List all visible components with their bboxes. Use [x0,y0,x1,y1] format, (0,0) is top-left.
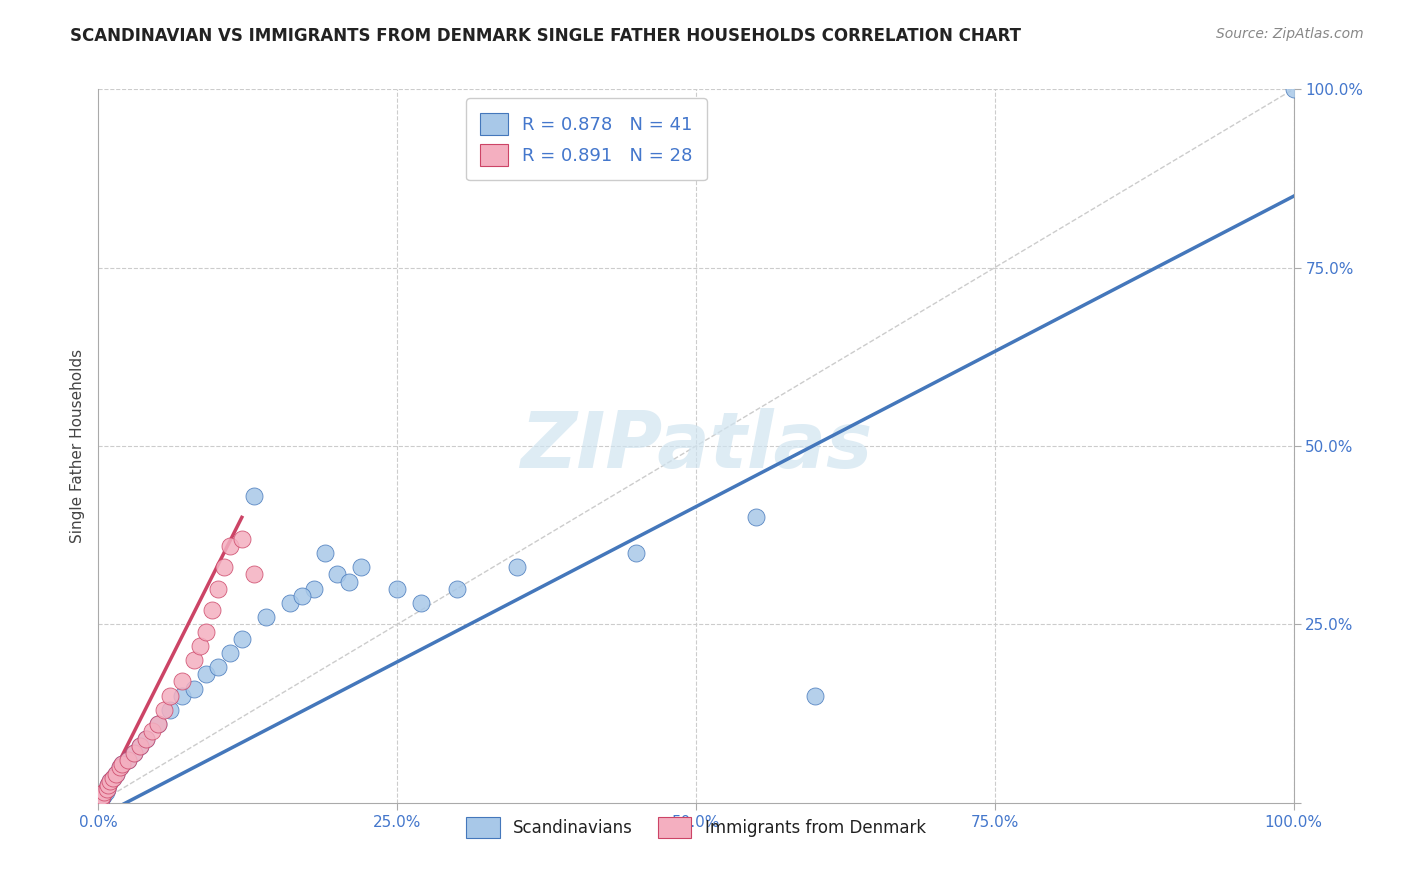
Point [90,792,112,806]
Point [111,756,134,771]
Point [183,681,205,696]
Point [124,746,146,760]
Point [326,567,349,582]
Point [254,610,277,624]
Point [506,560,529,574]
Point [291,589,314,603]
Point [1282,82,1305,96]
Point [219,646,242,660]
Point [96,781,118,796]
Point [93,785,115,799]
Point [117,753,139,767]
Point [93,787,115,801]
Point [804,689,827,703]
Point [385,582,409,596]
Point [195,667,218,681]
Point [148,717,170,731]
Point [124,746,146,760]
Point [91,790,114,805]
Point [98,774,122,789]
Point [212,560,235,574]
Point [745,510,768,524]
Point [243,567,266,582]
Point [135,731,157,746]
Point [207,582,229,596]
Point [188,639,211,653]
Point [108,760,131,774]
Point [96,781,118,796]
Point [350,560,373,574]
Point [201,603,224,617]
Point [135,731,157,746]
Point [231,632,253,646]
Point [105,767,128,781]
Point [101,771,124,785]
Text: ZIPatlas: ZIPatlas [520,408,872,484]
Point [278,596,301,610]
Point [626,546,648,560]
Point [315,546,337,560]
Point [207,660,229,674]
Point [183,653,205,667]
Point [117,753,139,767]
Point [97,778,120,792]
Point [111,756,134,771]
Text: SCANDINAVIAN VS IMMIGRANTS FROM DENMARK SINGLE FATHER HOUSEHOLDS CORRELATION CHA: SCANDINAVIAN VS IMMIGRANTS FROM DENMARK … [70,27,1021,45]
Point [302,582,325,596]
Point [339,574,361,589]
Point [98,774,122,789]
Point [148,717,170,731]
Text: Source: ZipAtlas.com: Source: ZipAtlas.com [1216,27,1364,41]
Point [172,674,194,689]
Point [129,739,152,753]
Point [91,789,114,803]
Legend: Scandinavians, Immigrants from Denmark: Scandinavians, Immigrants from Denmark [460,811,932,845]
Point [141,724,163,739]
Point [91,789,114,803]
Point [108,760,131,774]
Point [195,624,218,639]
Point [90,792,112,806]
Point [219,539,242,553]
Y-axis label: Single Father Households: Single Father Households [69,349,84,543]
Point [446,582,468,596]
Point [243,489,266,503]
Point [411,596,433,610]
Point [97,778,120,792]
Point [101,771,124,785]
Point [94,785,117,799]
Point [105,767,128,781]
Point [159,689,181,703]
Point [153,703,176,717]
Point [129,739,152,753]
Point [159,703,181,717]
Point [231,532,253,546]
Point [172,689,194,703]
